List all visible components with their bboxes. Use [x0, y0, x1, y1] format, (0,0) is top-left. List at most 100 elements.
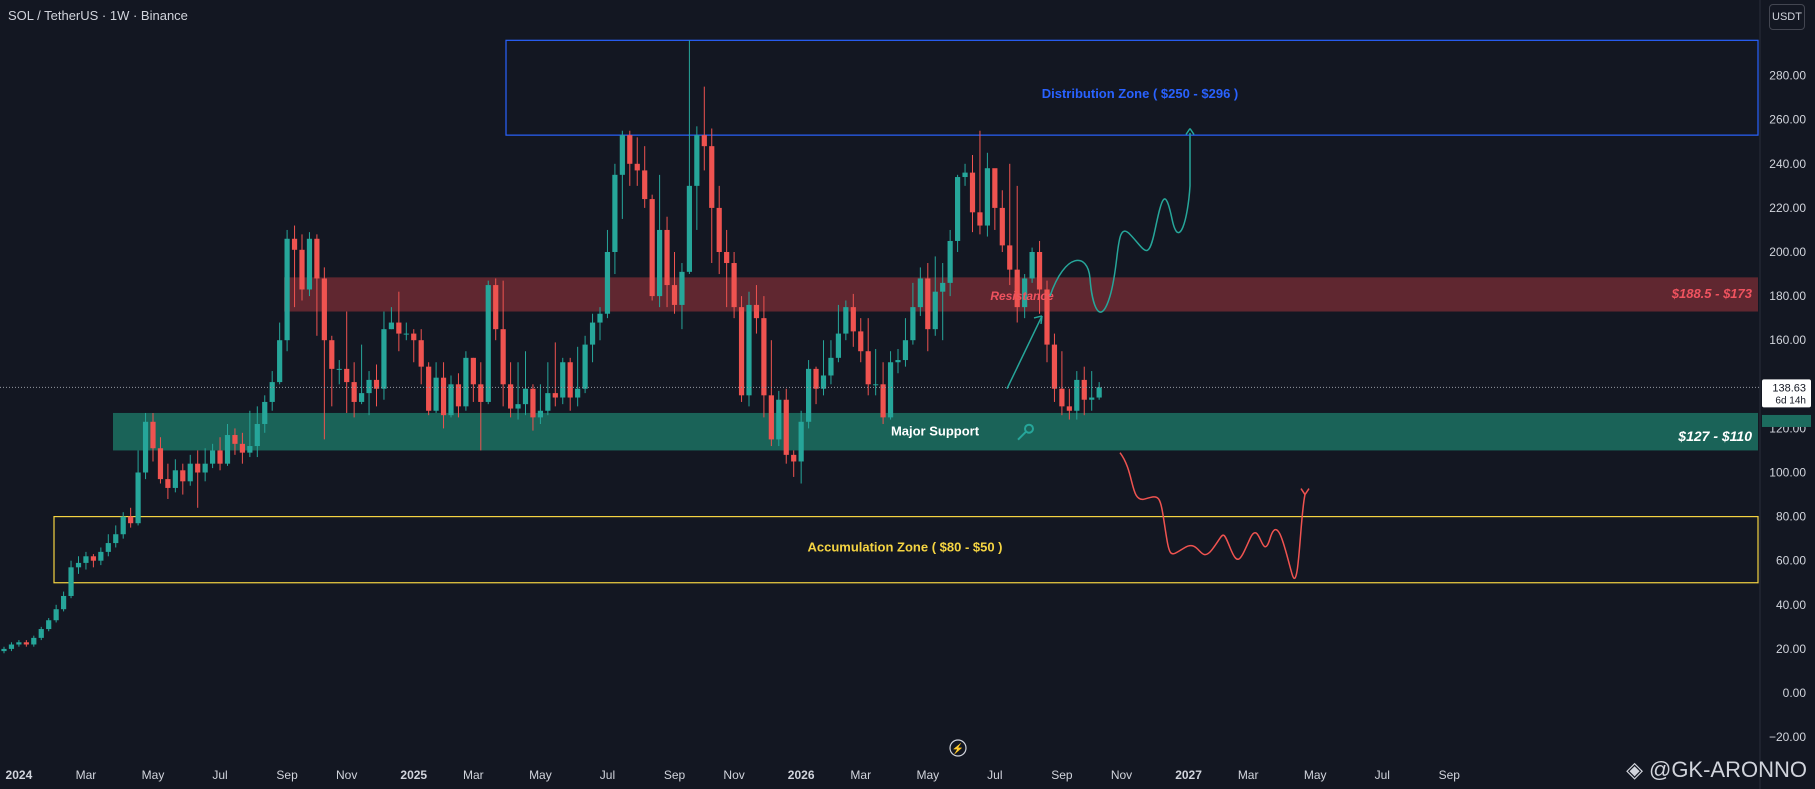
distribution-zone	[505, 39, 1759, 136]
candle-body	[642, 170, 648, 200]
candle-body	[709, 146, 715, 208]
time-tick-label: Mar	[463, 768, 484, 782]
price-tick-label: 180.00	[1769, 289, 1806, 303]
candle-body	[589, 322, 596, 345]
candle-body	[917, 278, 923, 308]
current-price-label: 138.63	[1772, 382, 1806, 394]
candle-body	[761, 318, 767, 396]
candle-body	[440, 377, 447, 416]
candle-body	[262, 401, 268, 424]
accumulation-zone-label: Accumulation Zone ( $80 - $50 )	[807, 539, 1002, 554]
time-tick-label: Nov	[1111, 768, 1132, 782]
candle-body	[411, 333, 417, 341]
candle-body	[277, 340, 283, 383]
candle-body	[232, 435, 238, 444]
resistance-label: Resistance	[990, 289, 1054, 303]
candle-body	[493, 285, 499, 330]
candle-body	[1096, 387, 1102, 398]
binance-logo-icon: ◈	[1626, 757, 1643, 782]
candle-body	[336, 368, 342, 370]
price-tick-label: 160.00	[1769, 333, 1806, 347]
time-tick-label: Sep	[1439, 768, 1461, 782]
candle-body	[135, 472, 141, 524]
time-tick-label: Mar	[76, 768, 97, 782]
time-tick-label: Sep	[276, 768, 298, 782]
candles-layer	[1, 40, 1102, 654]
price-axis: 280.00 260.00 240.00 220.00 200.00 180.00 160.…	[1759, 0, 1811, 789]
time-tick-label: May	[1304, 768, 1327, 782]
price-tick-label: 220.00	[1769, 201, 1806, 215]
candle-body	[962, 172, 968, 178]
candle-body	[895, 360, 901, 363]
candle-body	[969, 172, 976, 213]
price-tick-label: 280.00	[1769, 69, 1806, 83]
candle-body	[992, 168, 998, 208]
candle-body	[61, 595, 67, 610]
key-icon-shaft	[1017, 431, 1027, 441]
currency-button[interactable]: USDT	[1769, 4, 1805, 30]
candle-body	[113, 534, 119, 544]
key-icon-ring	[1024, 423, 1034, 434]
candle-body	[1036, 252, 1043, 290]
accumulation-zone	[53, 515, 1759, 584]
candle-body	[306, 238, 313, 290]
candle-body	[887, 362, 894, 418]
candle-body	[128, 516, 134, 524]
candle-body	[664, 229, 670, 286]
candle-body	[858, 331, 864, 352]
candle-body	[321, 278, 327, 341]
time-tick-label: 2025	[400, 768, 427, 782]
candle-body	[46, 620, 52, 630]
candle-body	[299, 249, 305, 290]
candle-body	[947, 240, 953, 283]
candle-body	[172, 470, 178, 488]
candle-body	[925, 278, 931, 330]
candle-body	[157, 448, 164, 480]
candle-body	[68, 567, 74, 596]
time-tick-label: Nov	[336, 768, 357, 782]
support-label: Major Support	[891, 424, 980, 439]
candle-body	[701, 135, 707, 147]
candle-body	[508, 384, 514, 409]
candle-body	[582, 344, 588, 389]
candle-body	[522, 388, 529, 405]
candle-body	[1059, 388, 1065, 407]
candle-body	[269, 382, 275, 402]
candle-body	[1044, 289, 1050, 345]
candle-body	[1014, 269, 1020, 308]
candle-body	[150, 421, 156, 449]
candle-body	[478, 384, 484, 402]
candle-body	[1051, 344, 1058, 389]
candle-body	[738, 307, 745, 396]
candle-body	[418, 340, 424, 367]
time-tick-label: May	[529, 768, 552, 782]
candle-body	[686, 185, 692, 272]
candle-body	[90, 556, 96, 561]
candle-body	[120, 516, 126, 535]
symbol-title: SOL / TetherUS · 1W · Binance	[8, 8, 188, 23]
price-tick-label: 20.00	[1776, 642, 1806, 656]
candle-body	[731, 263, 737, 308]
replay-icon: ⚡	[949, 739, 967, 757]
bearish-projection-head	[1300, 488, 1310, 495]
candle-body	[873, 384, 879, 386]
price-tick-label: 40.00	[1776, 598, 1806, 612]
watermark: ◈ @GK-ARONNO	[1626, 757, 1807, 783]
candle-body	[1, 648, 7, 652]
zones-layer	[53, 39, 1759, 584]
candle-body	[932, 291, 938, 330]
time-tick-label: Sep	[1051, 768, 1073, 782]
time-tick-label: Jul	[600, 768, 615, 782]
candle-body	[910, 307, 916, 341]
current-price-countdown: 6d 14h	[1775, 395, 1806, 406]
bearish-projection-path	[1119, 452, 1306, 579]
candle-body	[724, 252, 730, 264]
time-tick-label: Jul	[1375, 768, 1390, 782]
candle-body	[98, 551, 104, 561]
candle-body	[716, 207, 722, 252]
price-tick-label: 200.00	[1769, 245, 1806, 259]
candle-body	[142, 421, 149, 473]
candle-body	[634, 163, 640, 171]
